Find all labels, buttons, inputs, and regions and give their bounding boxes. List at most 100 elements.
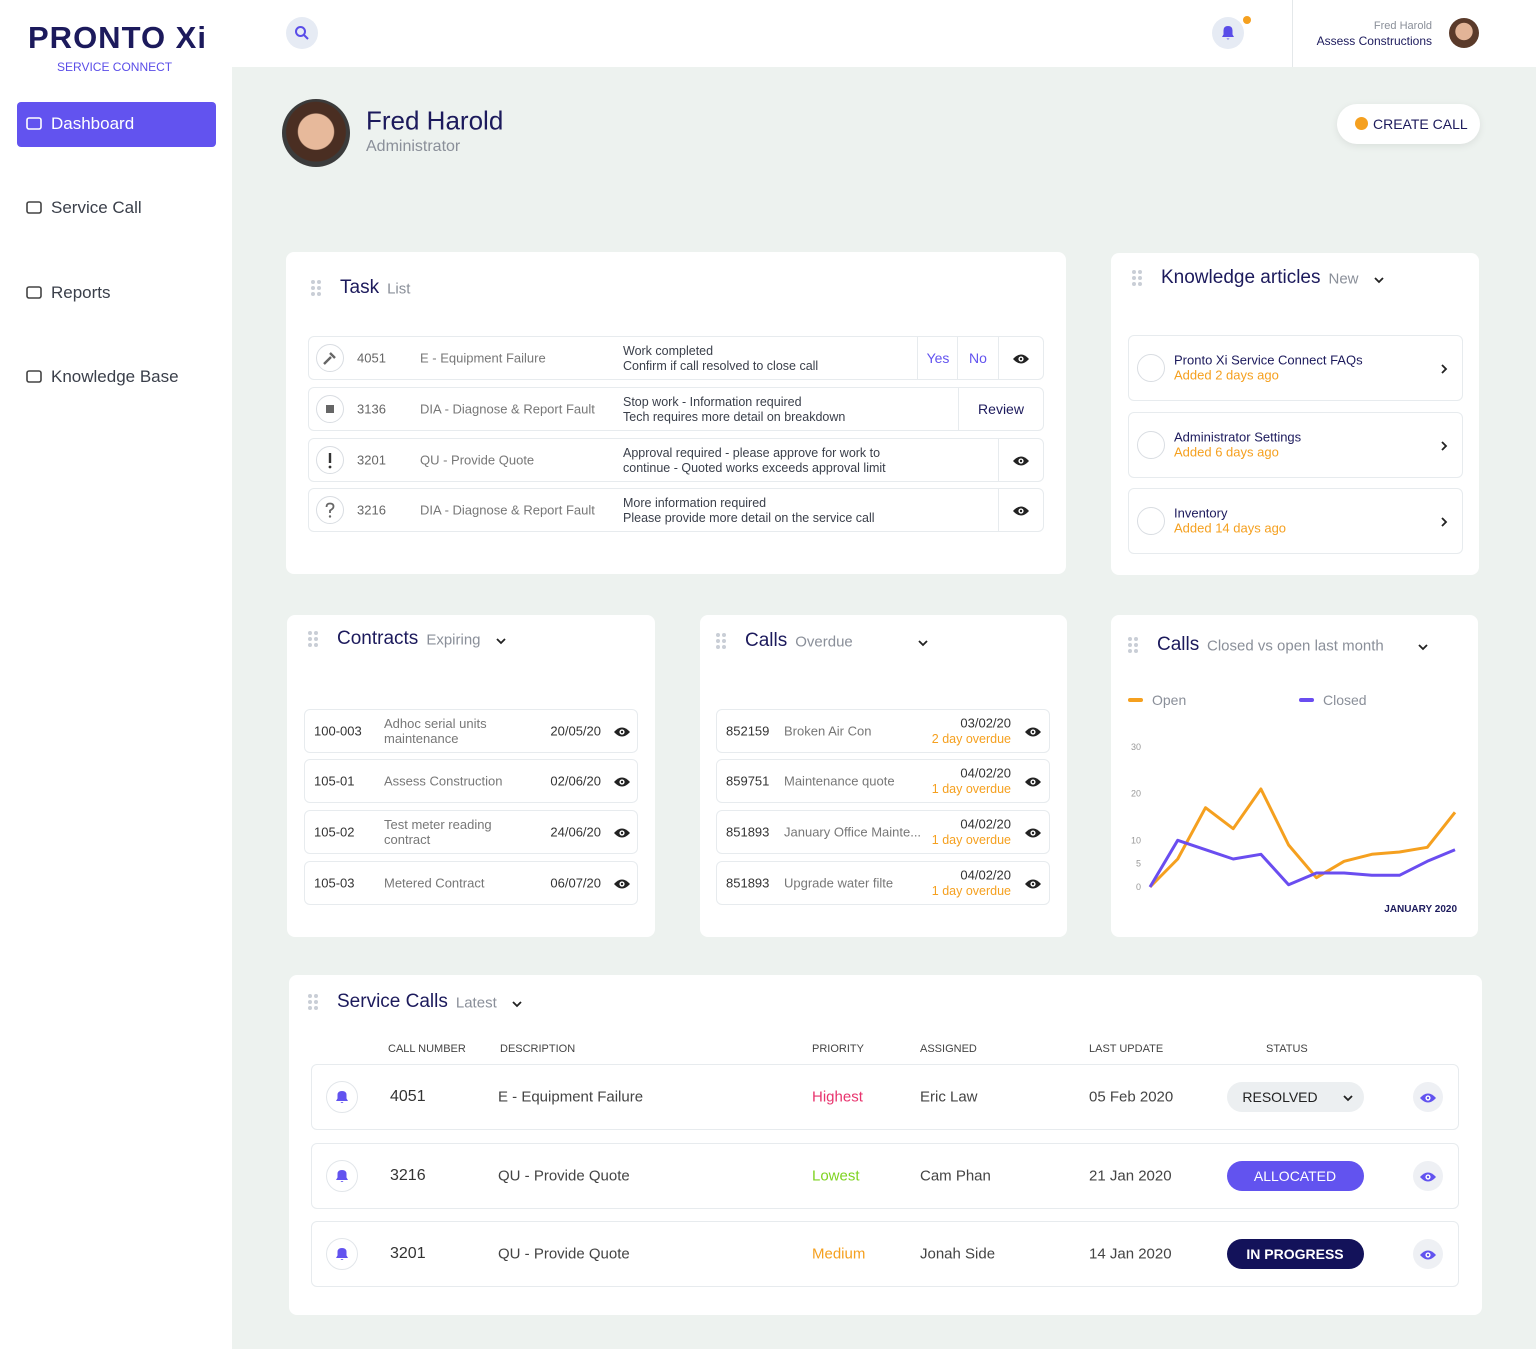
task-line1: Stop work - Information required — [623, 395, 802, 409]
create-call-label[interactable]: CREATE CALL — [1373, 116, 1468, 132]
chevron-icon-wrap[interactable] — [1438, 362, 1450, 374]
eye-iris — [1031, 831, 1035, 835]
eye-icon-wrap[interactable] — [613, 725, 631, 737]
knowledge-item[interactable] — [1128, 335, 1463, 401]
notification-dot — [1243, 16, 1251, 24]
wrench — [323, 352, 336, 365]
drag-dot — [308, 631, 312, 635]
eye-icon-wrap[interactable] — [613, 826, 631, 838]
overdue-date: 03/02/20 — [960, 715, 1011, 731]
task-icon — [326, 405, 334, 413]
search-handle — [303, 34, 309, 40]
call-last-update: 21 Jan 2020 — [1089, 1167, 1172, 1185]
chevron-icon-wrap[interactable] — [511, 997, 523, 1009]
overdue-label: 1 day overdue — [931, 782, 1011, 796]
eye-icon — [1420, 1172, 1436, 1182]
drag-handle-wrap[interactable] — [1127, 636, 1139, 654]
task-action[interactable]: Review — [978, 401, 1024, 417]
bell-icon — [1222, 26, 1234, 40]
notification-button[interactable] — [1212, 17, 1244, 49]
chevron-icon-wrap[interactable] — [1417, 640, 1429, 652]
chevron-icon-wrap[interactable] — [495, 634, 507, 646]
task-separator — [998, 488, 999, 532]
chevron-icon-wrap[interactable] — [917, 636, 929, 648]
question-dot — [328, 515, 332, 518]
call-status[interactable]: RESOLVED — [1242, 1089, 1318, 1105]
task-action[interactable]: Yes — [926, 350, 950, 366]
drag-dot — [1132, 282, 1136, 286]
status-pill[interactable] — [1227, 1161, 1364, 1191]
card-subtitle: Latest — [455, 994, 497, 1012]
drag-dot — [317, 292, 321, 296]
profile-name: Fred Harold — [366, 105, 504, 136]
dashboard-highlight[interactable] — [17, 102, 216, 147]
drag-dot — [317, 280, 321, 284]
search-icon — [295, 26, 309, 40]
chevron-icon-wrap[interactable] — [1373, 273, 1385, 285]
task-icon — [328, 453, 332, 469]
eye-icon-wrap[interactable] — [1024, 775, 1042, 787]
drag-handle-wrap[interactable] — [310, 279, 322, 297]
chevron-shape — [1418, 644, 1428, 651]
eye-icon-wrap[interactable] — [1012, 352, 1030, 364]
y-tick-label: 5 — [1136, 859, 1141, 869]
overdue-row — [716, 861, 1050, 905]
series-line — [1148, 838, 1456, 888]
chevron-icon-wrap[interactable] — [1438, 439, 1450, 451]
eye-icon-wrap[interactable] — [1024, 826, 1042, 838]
status-pill[interactable] — [1227, 1239, 1364, 1269]
drag-handle-wrap[interactable] — [307, 993, 319, 1011]
call-last-update: 14 Jan 2020 — [1089, 1245, 1172, 1263]
eye-icon-wrap[interactable] — [613, 877, 631, 889]
search-button[interactable] — [286, 17, 318, 49]
status-pill[interactable] — [1227, 1082, 1364, 1112]
task-icon-wrap — [316, 446, 344, 474]
eye-icon-wrap[interactable] — [1024, 725, 1042, 737]
eye-icon — [614, 727, 630, 737]
eye-icon-wrap[interactable] — [613, 775, 631, 787]
eye-icon-wrap[interactable] — [1419, 1170, 1437, 1182]
header-avatar[interactable] — [1449, 18, 1479, 48]
call-assigned: Jonah Side — [920, 1245, 996, 1263]
overdue-description: January Office Mainte... — [784, 824, 922, 840]
knowledge-item[interactable] — [1128, 412, 1463, 478]
bell-icon — [336, 1170, 348, 1182]
drag-handle-wrap[interactable] — [1131, 269, 1143, 287]
chevron-shape — [1441, 441, 1448, 451]
drag-handle-wrap[interactable] — [715, 632, 727, 650]
call-status[interactable]: ALLOCATED — [1253, 1168, 1337, 1184]
task-id: 3201 — [357, 452, 386, 468]
eye-icon-wrap[interactable] — [1024, 877, 1042, 889]
drag-dot — [1128, 637, 1132, 641]
task-action[interactable]: No — [969, 350, 987, 366]
task-line1: More information required — [623, 496, 767, 510]
overdue-label: 1 day overdue — [931, 833, 1011, 847]
drag-dot — [722, 633, 726, 637]
knowledge-item[interactable] — [1128, 488, 1463, 554]
eye-icon-wrap[interactable] — [1012, 504, 1030, 516]
nav-item[interactable]: Dashboard — [51, 114, 135, 133]
knowledge-added: Added 2 days ago — [1174, 367, 1279, 383]
overdue-row — [716, 810, 1050, 854]
drag-dot — [1134, 643, 1138, 647]
nav-item[interactable]: Knowledge Base — [51, 367, 179, 386]
eye-icon-wrap[interactable] — [1419, 1091, 1437, 1103]
contract-id: 105-02 — [314, 824, 355, 840]
call-status[interactable]: IN PROGRESS — [1246, 1246, 1344, 1262]
drag-handle-wrap[interactable] — [307, 630, 319, 648]
task-line2: Confirm if call resolved to close call — [623, 359, 819, 373]
eye-icon-wrap[interactable] — [1419, 1248, 1437, 1260]
legend-label: Closed — [1323, 692, 1367, 708]
drag-dot — [1138, 276, 1142, 280]
chevron-icon — [1441, 517, 1448, 527]
knowledge-title: Inventory — [1174, 505, 1228, 521]
chevron-icon-wrap[interactable] — [1438, 515, 1450, 527]
drag-dot — [314, 1006, 318, 1010]
nav-item[interactable]: Reports — [51, 283, 111, 302]
task-icon — [325, 502, 335, 518]
chevron-icon — [495, 638, 506, 645]
chevron-icon-wrap[interactable] — [1342, 1091, 1354, 1103]
eye-icon-wrap[interactable] — [1012, 454, 1030, 466]
contract-description: Adhoc serial units maintenance — [384, 716, 487, 746]
nav-item[interactable]: Service Call — [51, 198, 142, 217]
